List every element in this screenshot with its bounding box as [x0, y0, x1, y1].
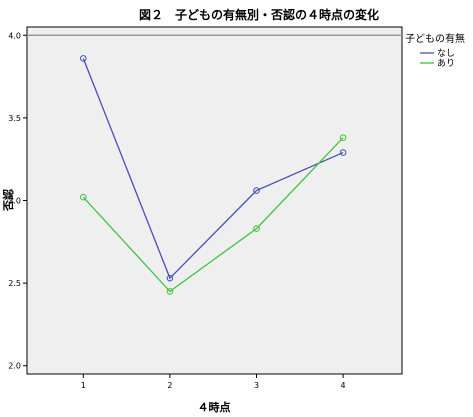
legend-title: 子どもの有無: [405, 32, 465, 45]
x-axis-label: ４時点: [198, 400, 231, 414]
data-point: [166, 288, 174, 295]
y-tick-label: 4.0: [8, 31, 21, 40]
series-line-1: [82, 58, 344, 280]
series-layer: [79, 55, 347, 295]
data-point: [339, 149, 347, 156]
data-point: [339, 134, 347, 142]
series-line-2: [82, 137, 344, 293]
y-axis: 2.0 2.5 3.0 3.5 4.0: [8, 31, 27, 371]
legend-label: あり: [437, 58, 455, 69]
x-tick-label: 4: [341, 381, 346, 390]
y-tick-label: 2.0: [8, 362, 21, 371]
x-tick-label: 1: [81, 381, 86, 390]
data-point: [79, 55, 87, 62]
chart-title: 図２ 子どもの有無別・否認の４時点の変化: [139, 7, 379, 22]
x-tick-label: 3: [254, 381, 259, 390]
y-axis-label: 否認: [1, 189, 15, 212]
x-axis: 1 2 3 4: [81, 374, 346, 390]
y-tick-label: 3.5: [8, 114, 21, 123]
data-point: [253, 225, 260, 232]
data-point: [79, 193, 87, 201]
y-tick-label: 2.5: [8, 279, 21, 288]
data-point: [253, 187, 260, 194]
x-tick-label: 2: [167, 381, 172, 390]
y-tick-label: 3.0: [8, 197, 21, 206]
data-point: [166, 274, 174, 282]
legend-label: なし: [437, 48, 455, 59]
plot-area: [26, 26, 403, 375]
